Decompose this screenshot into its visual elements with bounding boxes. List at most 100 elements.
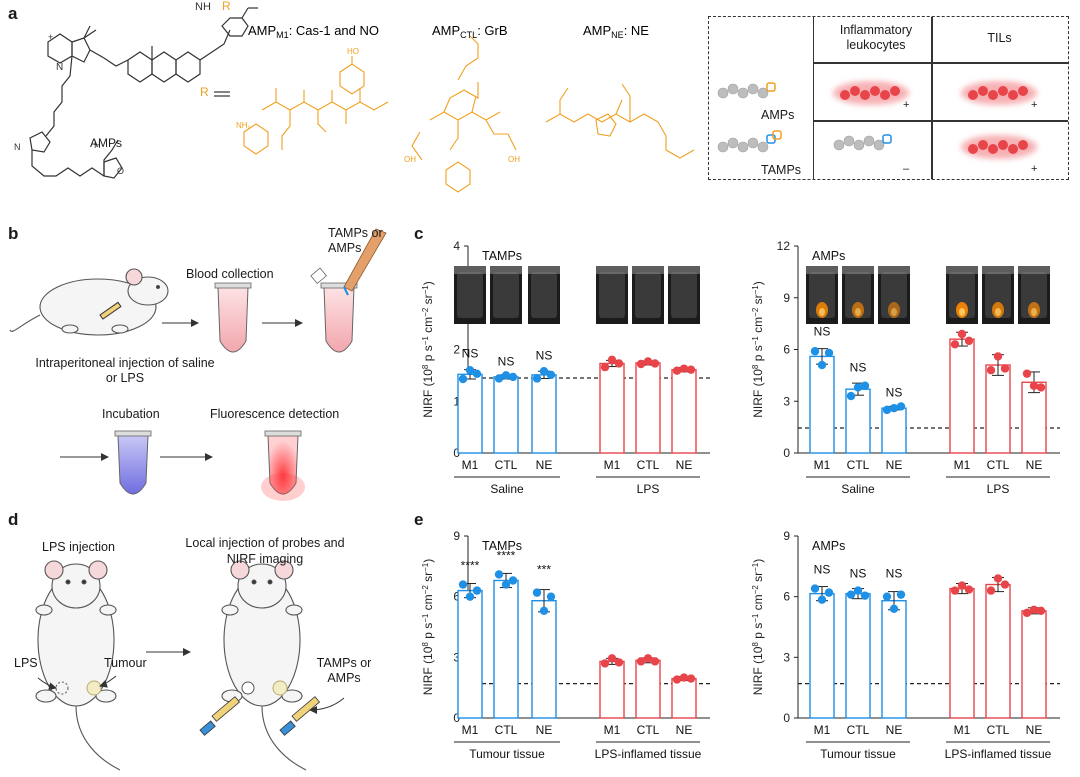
- group-label: Tumour tissue: [820, 747, 896, 761]
- tube-blood-icon: [214, 282, 252, 353]
- svg-text:N: N: [56, 62, 63, 73]
- mouse-imaging-icon: [221, 560, 307, 771]
- panel-label-e: e: [414, 510, 424, 529]
- bar: [881, 600, 907, 719]
- nirf-image-thumb: [806, 266, 838, 324]
- data-point: [1036, 606, 1046, 616]
- data-point: [539, 606, 549, 616]
- x-tick-label: CTL: [637, 458, 660, 472]
- y-tick-label: 2: [453, 343, 460, 357]
- data-point: [1036, 383, 1046, 392]
- group-label: LPS: [987, 482, 1010, 496]
- x-tick-label: NE: [536, 458, 553, 472]
- nirf-image-cap: [454, 266, 486, 274]
- data-point: [986, 366, 996, 375]
- data-point: [889, 604, 899, 613]
- group-label: Tumour tissue: [469, 747, 545, 761]
- data-point: [817, 360, 827, 370]
- data-point: [860, 381, 870, 390]
- amp-ctl-heading: AMPCTL: GrB: [432, 23, 508, 40]
- data-point: [1022, 369, 1032, 378]
- data-point: [600, 362, 610, 372]
- nirf-image-well: [457, 272, 483, 318]
- data-point: [1000, 580, 1010, 589]
- group-label: Saline: [490, 482, 524, 496]
- table-signal-amps-tils: +: [1031, 99, 1038, 111]
- chart-title: TAMPs: [482, 539, 522, 553]
- bar: [531, 374, 557, 454]
- bar: [635, 362, 661, 454]
- data-point: [686, 674, 696, 683]
- significance-label: ****: [497, 548, 516, 562]
- data-point: [650, 359, 660, 368]
- nirf-image-thumb: [946, 266, 978, 324]
- data-point: [472, 369, 482, 379]
- nirf-image-thumb: [842, 266, 874, 324]
- nirf-image-cap: [842, 266, 874, 274]
- data-point: [824, 588, 834, 597]
- data-point: [993, 352, 1003, 361]
- nirf-image-thumb: [982, 266, 1014, 324]
- x-tick-label: CTL: [847, 458, 870, 472]
- panel-d-schematic: [35, 560, 345, 771]
- data-point: [889, 403, 899, 413]
- x-tick-label: M1: [462, 723, 479, 737]
- y-tick-label: 3: [453, 650, 460, 664]
- y-tick-label: 1: [453, 394, 460, 408]
- nirf-image-well: [1021, 272, 1047, 318]
- data-point: [508, 576, 518, 585]
- nirf-image-thumb: [454, 266, 486, 324]
- panel-b-schematic: [9, 228, 387, 501]
- label-tamps-or-amps-b: TAMPs or AMPs: [328, 226, 383, 255]
- data-point: [1029, 605, 1039, 615]
- data-point: [957, 581, 967, 590]
- data-point: [458, 374, 468, 384]
- significance-label: NS: [498, 354, 515, 368]
- nirf-image-signal-core: [995, 308, 1001, 316]
- y-axis-label: NIRF (108 p s−1 cm−2 sr−1): [421, 559, 435, 696]
- nirf-image-well: [809, 272, 835, 318]
- nirf-image-thumb: [668, 266, 700, 324]
- nirf-image-well: [881, 272, 907, 318]
- y-tick-label: 6: [783, 343, 790, 357]
- data-point: [986, 586, 996, 595]
- data-point: [896, 590, 906, 599]
- nirf-image-thumb: [632, 266, 664, 324]
- label-tamps-or-amps-d: TAMPs or AMPs: [316, 656, 372, 685]
- group-label: Saline: [841, 482, 875, 496]
- nirf-image-cap: [1018, 266, 1050, 274]
- significance-label: NS: [814, 563, 831, 577]
- nirf-image-well: [599, 272, 625, 318]
- table-signal-tamps-leuk: –: [903, 163, 910, 175]
- data-point: [650, 657, 660, 666]
- nirf-image-well: [635, 272, 661, 318]
- y-tick-label: 3: [783, 394, 790, 408]
- label-tumour: Tumour: [104, 656, 147, 670]
- data-point: [636, 657, 646, 666]
- nirf-image-cap: [982, 266, 1014, 274]
- probe-syringe-icon: [199, 696, 321, 736]
- significance-label: ***: [537, 563, 551, 577]
- amp-ctl-peptide-icon: [411, 35, 517, 193]
- data-point: [679, 673, 689, 682]
- svg-text:+: +: [48, 32, 53, 42]
- svg-text:NH: NH: [195, 1, 211, 13]
- data-point: [810, 584, 820, 593]
- significance-label: NS: [462, 347, 479, 361]
- panel-a-schematic: + N N NH O H AMPs R R AMPM1: Cas-1 and N…: [14, 0, 695, 193]
- x-tick-label: M1: [954, 458, 971, 472]
- amp-m1-peptide-icon: [243, 56, 389, 155]
- data-point: [1022, 608, 1032, 618]
- bar: [599, 362, 625, 454]
- x-tick-label: NE: [536, 723, 553, 737]
- chart-c-tamps: 01234NIRF (108 p s−1 cm−2 sr−1)TAMPsNSM1…: [421, 239, 710, 496]
- bar: [985, 364, 1011, 454]
- table-row-label-amps: AMPs: [761, 108, 795, 122]
- label-local-injection: Local injection of probes and NIRF imagi…: [185, 536, 345, 566]
- data-point: [501, 580, 511, 589]
- svg-text:OH: OH: [404, 155, 416, 164]
- panel-label-b: b: [8, 224, 19, 243]
- svg-text:H: H: [94, 140, 101, 150]
- chart-c-amps: 0 3 6 9 12 NIRF (108 p s−1 cm−2 sr−1) AMPs NS M1…: [751, 239, 1060, 496]
- nirf-image-cap: [878, 266, 910, 274]
